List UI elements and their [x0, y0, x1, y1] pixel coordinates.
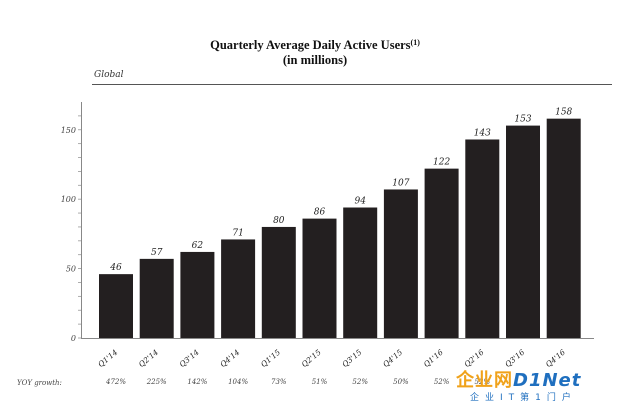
bar [424, 168, 459, 338]
bar [139, 258, 174, 338]
yoy-growth-value: 73% [271, 378, 287, 386]
d1net-watermark: 企业网D1Net 企业IT第1门户 [456, 366, 626, 406]
x-tick-label: Q1'16 [422, 347, 445, 369]
bar-value-label: 107 [392, 178, 409, 188]
yoy-growth-value: 51% [312, 378, 328, 386]
y-tick-label: 150 [61, 126, 76, 135]
bar-value-label: 86 [314, 208, 326, 218]
chart-title: Quarterly Average Daily Active Users(1) [0, 38, 630, 53]
y-tick-label: 100 [61, 195, 76, 204]
bar [99, 274, 133, 338]
bar-value-label: 46 [109, 263, 122, 273]
yoy-growth-value: 50% [393, 378, 409, 386]
bar-value-label: 122 [433, 158, 450, 168]
x-tick-label: Q2'15 [300, 347, 323, 369]
bar [261, 226, 296, 338]
bar-value-label: 71 [232, 228, 243, 238]
bar-value-label: 143 [474, 128, 491, 138]
y-axis-line [81, 102, 82, 338]
x-tick-label: Q2'14 [137, 347, 160, 369]
yoy-growth-value: 104% [228, 378, 248, 386]
region-label: Global [94, 70, 124, 80]
yoy-growth-value: 225% [146, 378, 167, 386]
y-tick-label: 50 [66, 265, 76, 274]
bar [546, 118, 581, 339]
x-tick-label: Q1'15 [259, 347, 282, 369]
yoy-growth-value: 142% [187, 378, 207, 386]
x-tick-label: Q3'15 [340, 347, 363, 369]
watermark-brand-left: 企业网 [456, 370, 513, 391]
chart-title-text: Quarterly Average Daily Active Users [210, 38, 411, 52]
bar-value-label: 158 [555, 108, 572, 118]
yoy-growth-value: 52% [475, 378, 491, 386]
x-tick-label: Q3'14 [178, 347, 201, 369]
watermark-tagline: 企业IT第1门户 [470, 393, 577, 403]
bar [221, 239, 256, 338]
bar [343, 207, 378, 338]
yoy-growth-value: 472% [105, 378, 126, 386]
bar-value-label: 94 [354, 197, 366, 207]
yoy-growth-value: 52% [352, 378, 368, 386]
bar [383, 189, 418, 338]
bar-value-label: 80 [273, 216, 285, 226]
y-tick-label: 0 [71, 334, 76, 343]
watermark-brand-right: D1Net [513, 370, 582, 391]
yoy-growth-value: 52% [434, 378, 450, 386]
bar-value-label: 153 [514, 115, 531, 125]
x-axis-line [81, 338, 594, 339]
bar [302, 218, 337, 338]
bar [506, 125, 540, 338]
region-divider [92, 84, 612, 85]
bar-value-label: 62 [192, 241, 204, 251]
watermark-logo: 企业网D1Net [456, 366, 581, 392]
yoy-growth-label: YOY growth: [17, 379, 62, 387]
chart-subtitle: (in millions) [282, 53, 348, 67]
bar [465, 139, 500, 338]
x-tick-label: Q4'14 [218, 347, 241, 369]
x-tick-label: Q4'15 [381, 347, 404, 369]
title-footnote: (1) [410, 38, 420, 47]
x-tick-label: Q1'14 [96, 347, 119, 369]
bar [180, 251, 215, 338]
bar-value-label: 57 [151, 248, 163, 258]
